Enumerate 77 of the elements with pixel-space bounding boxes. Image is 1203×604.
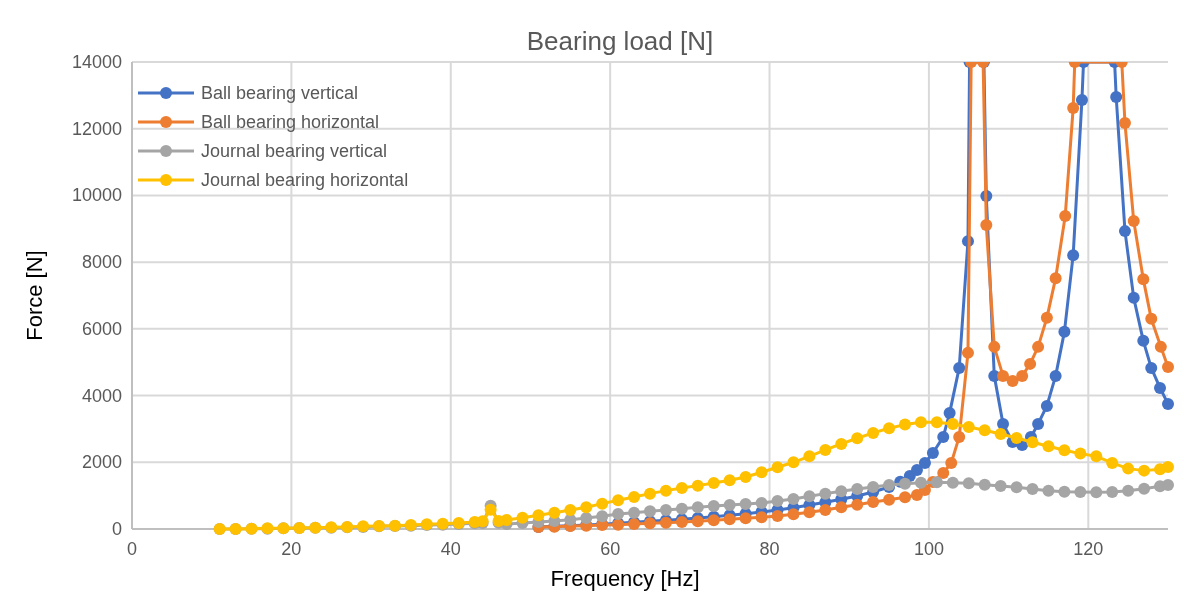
- point: [997, 369, 1010, 382]
- point: [883, 493, 896, 506]
- point: [943, 406, 956, 419]
- x-tick-label: 100: [913, 539, 944, 559]
- point: [961, 346, 974, 359]
- y-tick-label: 6000: [81, 318, 122, 339]
- y-tick-label: 2000: [81, 452, 122, 473]
- point: [1145, 312, 1158, 325]
- point: [771, 509, 784, 522]
- point: [1127, 291, 1140, 304]
- x-tick-label: 20: [281, 539, 302, 559]
- point: [1059, 210, 1072, 223]
- point: [988, 340, 1001, 353]
- y-tick-label: 8000: [81, 252, 122, 273]
- point: [1067, 249, 1080, 262]
- point: [910, 463, 923, 476]
- point: [1040, 311, 1053, 324]
- point: [1032, 417, 1045, 430]
- legend-label: Ball bearing vertical: [201, 83, 359, 103]
- chart-title: Bearing load [N]: [526, 26, 714, 56]
- point: [1024, 357, 1037, 370]
- point: [867, 495, 880, 508]
- point: [819, 503, 832, 516]
- point: [1118, 117, 1131, 130]
- x-tick-label: 80: [759, 539, 780, 559]
- point: [1058, 325, 1071, 338]
- point: [1032, 340, 1045, 353]
- point: [1006, 374, 1019, 387]
- x-tick-label: 0: [126, 539, 138, 559]
- x-tick-label: 120: [1073, 539, 1104, 559]
- point: [787, 508, 800, 521]
- point: [945, 456, 958, 469]
- legend-label: Journal bearing horizontal: [201, 170, 409, 190]
- point: [1137, 334, 1150, 347]
- y-tick-label: 0: [111, 519, 122, 539]
- x-tick-label: 60: [600, 539, 621, 559]
- point: [691, 515, 704, 528]
- point: [707, 514, 720, 527]
- point: [835, 501, 848, 514]
- point: [1016, 369, 1029, 382]
- point: [953, 430, 966, 443]
- point: [899, 491, 912, 504]
- point: [937, 430, 950, 443]
- point: [1049, 369, 1062, 382]
- legend-label: Journal bearing vertical: [201, 141, 388, 161]
- point: [953, 361, 966, 374]
- y-tick-label: 4000: [81, 385, 122, 406]
- legend-label: Ball bearing horizontal: [201, 112, 380, 132]
- point: [755, 511, 768, 524]
- point: [1145, 361, 1158, 374]
- x-tick-label: 40: [440, 539, 461, 559]
- point: [926, 446, 939, 459]
- point: [997, 417, 1010, 430]
- point: [1137, 273, 1150, 286]
- point: [937, 466, 950, 479]
- point: [851, 498, 864, 511]
- point: [1154, 340, 1167, 353]
- point: [803, 506, 816, 519]
- point: [1154, 381, 1167, 394]
- point: [1049, 272, 1062, 285]
- point: [980, 219, 993, 232]
- point: [1127, 215, 1140, 228]
- point: [1162, 360, 1174, 373]
- point: [1067, 102, 1080, 115]
- point: [1075, 94, 1088, 107]
- point: [918, 456, 931, 469]
- x-axis-title: Frequency [Hz]: [550, 566, 700, 591]
- point: [1162, 397, 1174, 410]
- point: [1040, 399, 1053, 412]
- y-tick-label: 12000: [71, 118, 122, 139]
- y-tick-label: 14000: [71, 52, 122, 72]
- point: [723, 513, 736, 526]
- point: [739, 512, 752, 525]
- y-tick-label: 10000: [71, 185, 122, 206]
- y-axis-title: Force [N]: [22, 250, 47, 341]
- point: [1110, 91, 1123, 104]
- point: [1118, 225, 1131, 238]
